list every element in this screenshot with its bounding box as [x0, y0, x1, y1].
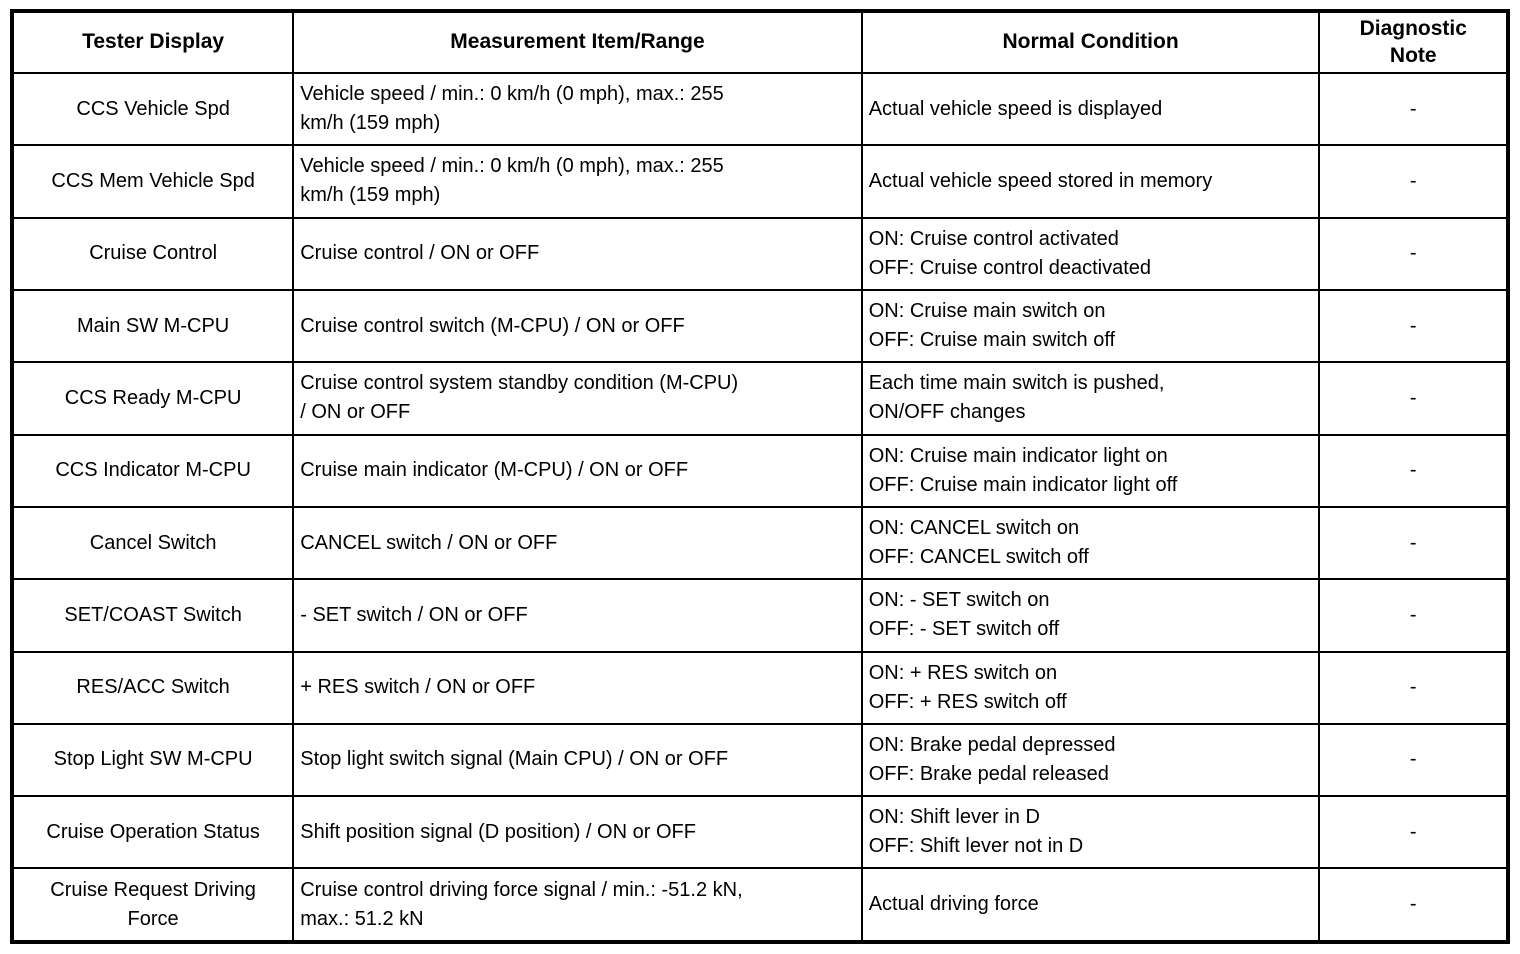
- measurement-cell: Cruise control / ON or OFF: [292, 216, 863, 291]
- measurement-cell: Cruise main indicator (M-CPU) / ON or OF…: [292, 433, 863, 508]
- normal-condition-cell: Each time main switch is pushed, ON/OFF …: [860, 361, 1321, 436]
- measurement-cell: Vehicle speed / min.: 0 km/h (0 mph), ma…: [292, 71, 863, 147]
- diagnostic-note-cell: -: [1318, 144, 1509, 219]
- table-row: Stop Light SW M-CPU Stop light switch sig…: [10, 722, 1509, 798]
- normal-condition-cell: Actual vehicle speed stored in memory: [860, 144, 1321, 219]
- table-row: CCS Mem Vehicle Spd Vehicle speed / min.:…: [10, 144, 1509, 219]
- diagnostic-note-cell: -: [1318, 867, 1509, 943]
- normal-condition-cell: Actual vehicle speed is displayed: [860, 71, 1321, 147]
- tester-display-cell: Main SW M-CPU: [10, 288, 295, 364]
- measurement-cell: + RES switch / ON or OFF: [292, 650, 863, 725]
- table-row: Cruise Control Cruise control / ON or OFF…: [10, 216, 1509, 291]
- normal-condition-cell: ON: Cruise main indicator light on OFF: …: [860, 433, 1321, 508]
- tester-display-cell: CCS Vehicle Spd: [10, 71, 295, 147]
- diagnostic-note-cell: -: [1318, 578, 1509, 653]
- measurement-cell: Vehicle speed / min.: 0 km/h (0 mph), ma…: [292, 144, 863, 219]
- measurement-cell: CANCEL switch / ON or OFF: [292, 505, 863, 581]
- tester-display-cell: CCS Ready M-CPU: [10, 361, 295, 436]
- diagnostic-note-cell: -: [1318, 650, 1509, 725]
- header-tester-display: Tester Display: [10, 10, 295, 74]
- table-row: Cruise Request Driving Force Cruise contr…: [10, 867, 1509, 943]
- normal-condition-cell: Actual driving force: [860, 867, 1321, 943]
- measurement-cell: - SET switch / ON or OFF: [292, 578, 863, 653]
- normal-condition-cell: ON: CANCEL switch on OFF: CANCEL switch …: [860, 505, 1321, 581]
- tester-display-cell: Cruise Operation Status: [10, 795, 295, 870]
- normal-condition-cell: ON: + RES switch on OFF: + RES switch of…: [860, 650, 1321, 725]
- diagnostic-note-cell: -: [1318, 288, 1509, 364]
- tester-display-cell: CCS Mem Vehicle Spd: [10, 144, 295, 219]
- header-normal-condition: Normal Condition: [860, 10, 1321, 74]
- table-row: Main SW M-CPU Cruise control switch (M-CP…: [10, 288, 1509, 364]
- header-diagnostic-note: Diagnostic Note: [1318, 10, 1509, 74]
- table-row: CCS Ready M-CPU Cruise control system sta…: [10, 361, 1509, 436]
- normal-condition-cell: ON: Brake pedal depressed OFF: Brake ped…: [860, 722, 1321, 798]
- diagnostic-data-table: Tester Display Measurement Item/Range No…: [10, 9, 1510, 944]
- normal-condition-cell: ON: Cruise control activated OFF: Cruise…: [860, 216, 1321, 291]
- table-row: Cruise Operation Status Shift position si…: [10, 795, 1509, 870]
- normal-condition-cell: ON: - SET switch on OFF: - SET switch of…: [860, 578, 1321, 653]
- tester-display-cell: Stop Light SW M-CPU: [10, 722, 295, 798]
- measurement-cell: Cruise control system standby condition …: [292, 361, 863, 436]
- tester-display-cell: Cancel Switch: [10, 505, 295, 581]
- diagnostic-note-cell: -: [1318, 505, 1509, 581]
- diagnostic-note-cell: -: [1318, 71, 1509, 147]
- measurement-cell: Cruise control driving force signal / mi…: [292, 867, 863, 943]
- tester-display-cell: SET/COAST Switch: [10, 578, 295, 653]
- normal-condition-cell: ON: Cruise main switch on OFF: Cruise ma…: [860, 288, 1321, 364]
- table-header-row: Tester Display Measurement Item/Range No…: [10, 10, 1509, 74]
- tester-display-cell: CCS Indicator M-CPU: [10, 433, 295, 508]
- table-header-row: Tester Display Measurement Item/Range No…: [10, 10, 1509, 74]
- measurement-cell: Shift position signal (D position) / ON …: [292, 795, 863, 870]
- diagnostic-note-cell: -: [1318, 433, 1509, 508]
- table-row: RES/ACC Switch + RES switch / ON or OFF ON…: [10, 650, 1509, 725]
- tester-display-cell: Cruise Request Driving Force: [10, 867, 295, 943]
- tester-display-cell: RES/ACC Switch: [10, 650, 295, 725]
- measurement-cell: Stop light switch signal (Main CPU) / ON…: [292, 722, 863, 798]
- diagnostic-note-cell: -: [1318, 361, 1509, 436]
- tester-display-cell: Cruise Control: [10, 216, 295, 291]
- header-measurement-item-range: Measurement Item/Range: [292, 10, 863, 74]
- table-row: CCS Vehicle Spd Vehicle speed / min.: 0 k…: [10, 71, 1509, 147]
- table-body: CCS Vehicle Spd Vehicle speed / min.: 0 k…: [10, 71, 1509, 943]
- table-row: CCS Indicator M-CPU Cruise main indicator…: [10, 433, 1509, 508]
- normal-condition-cell: ON: Shift lever in D OFF: Shift lever no…: [860, 795, 1321, 870]
- diagnostic-note-cell: -: [1318, 795, 1509, 870]
- table-row: SET/COAST Switch - SET switch / ON or OFF…: [10, 578, 1509, 653]
- diagnostic-note-cell: -: [1318, 722, 1509, 798]
- measurement-cell: Cruise control switch (M-CPU) / ON or OF…: [292, 288, 863, 364]
- diagnostic-note-cell: -: [1318, 216, 1509, 291]
- table-row: Cancel Switch CANCEL switch / ON or OFF ON…: [10, 505, 1509, 581]
